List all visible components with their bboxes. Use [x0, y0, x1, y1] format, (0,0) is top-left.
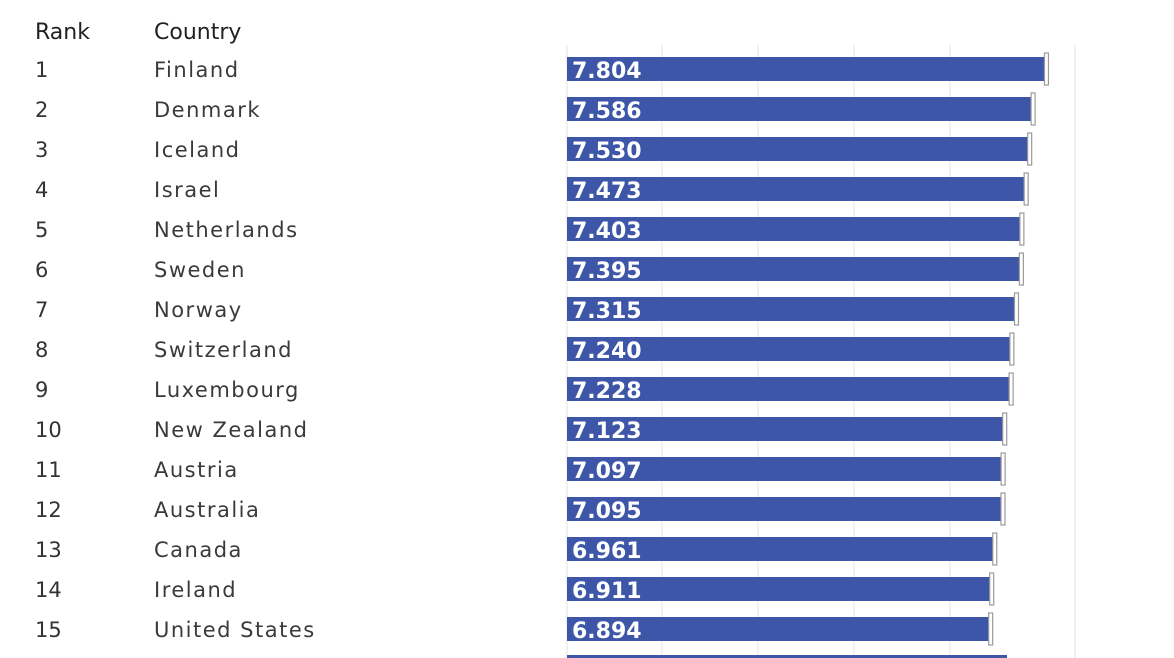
rank-label: 4 [35, 178, 48, 202]
country-label: Sweden [154, 258, 246, 282]
value-label: 7.315 [572, 299, 642, 324]
rank-label: 14 [35, 578, 62, 602]
row-13: 13 Canada 6.961 [35, 532, 998, 566]
country-label: Canada [154, 538, 243, 562]
country-label: Israel [154, 178, 220, 202]
rank-label: 10 [35, 418, 62, 442]
bar [567, 497, 1002, 521]
bar [567, 457, 1003, 481]
row-12: 12 Australia 7.095 [35, 492, 1006, 526]
rank-label: 11 [35, 458, 62, 482]
interval-mark [1013, 292, 1020, 326]
country-label: Luxembourg [154, 378, 300, 402]
value-label: 7.228 [572, 379, 642, 404]
rank-label: 5 [35, 218, 48, 242]
header-country: Country [154, 20, 241, 45]
row-4: 4 Israel 7.473 [35, 172, 1029, 206]
interval-mark [1030, 92, 1036, 126]
country-label: Norway [154, 298, 243, 322]
country-label: Switzerland [154, 338, 293, 362]
row-3: 3 Iceland 7.530 [35, 132, 1033, 166]
bar-partial [567, 655, 1007, 658]
bar [567, 577, 991, 601]
row-10: 10 New Zealand 7.123 [35, 412, 1008, 446]
bar [567, 617, 990, 641]
bar [567, 537, 994, 561]
country-label: New Zealand [154, 418, 309, 442]
value-label: 7.473 [572, 179, 642, 204]
row-2: 2 Denmark 7.586 [35, 92, 1036, 126]
rank-label: 1 [35, 58, 48, 82]
country-label: United States [154, 618, 316, 642]
interval-mark [1043, 52, 1050, 86]
country-label: Denmark [154, 98, 261, 122]
rank-label: 15 [35, 618, 62, 642]
value-label: 6.911 [572, 579, 642, 604]
bar [567, 217, 1021, 241]
country-label: Austria [154, 458, 239, 482]
interval-mark [1023, 172, 1029, 206]
header-rank: Rank [35, 20, 90, 45]
bar [567, 57, 1046, 81]
rank-label: 2 [35, 98, 48, 122]
value-label: 7.530 [572, 139, 642, 164]
value-label: 6.894 [572, 619, 642, 644]
bar [567, 417, 1004, 441]
bar [567, 297, 1016, 321]
value-label: 7.804 [572, 59, 642, 84]
rank-label: 13 [35, 538, 62, 562]
bar [567, 97, 1033, 121]
value-label: 7.123 [572, 419, 642, 444]
interval-mark [988, 612, 994, 646]
interval-mark [1000, 452, 1006, 486]
interval-mark [1009, 332, 1015, 366]
rank-label: 9 [35, 378, 48, 402]
value-label: 7.095 [572, 499, 642, 524]
interval-mark [1000, 492, 1006, 526]
row-6: 6 Sweden 7.395 [35, 252, 1024, 286]
value-label: 7.403 [572, 219, 642, 244]
row-5: 5 Netherlands 7.403 [35, 212, 1025, 246]
bar [567, 377, 1011, 401]
rank-label: 6 [35, 258, 48, 282]
bar [567, 137, 1029, 161]
value-label: 7.097 [572, 459, 642, 484]
row-8: 8 Switzerland 7.240 [35, 332, 1015, 366]
row-15: 15 United States 6.894 [35, 612, 994, 646]
row-7: 7 Norway 7.315 [35, 292, 1020, 326]
interval-mark [1018, 252, 1024, 286]
interval-mark [1019, 212, 1025, 246]
value-label: 7.586 [572, 99, 642, 124]
value-label: 7.395 [572, 259, 642, 284]
bar [567, 337, 1011, 361]
value-label: 6.961 [572, 539, 642, 564]
interval-mark [989, 572, 995, 606]
rank-label: 7 [35, 298, 48, 322]
interval-mark [1027, 132, 1033, 166]
row-9: 9 Luxembourg 7.228 [35, 372, 1014, 406]
value-label: 7.240 [572, 339, 642, 364]
interval-mark [1002, 412, 1008, 446]
country-label: Netherlands [154, 218, 299, 242]
interval-mark [992, 532, 998, 566]
chart-rows: 1 Finland 7.804 2 Denmark 7.586 3 Iceland 7.530 4… [35, 52, 1050, 658]
rank-label: 12 [35, 498, 62, 522]
rank-label: 3 [35, 138, 48, 162]
bar [567, 177, 1026, 201]
row-11: 11 Austria 7.097 [35, 452, 1006, 486]
rank-label: 8 [35, 338, 48, 362]
row-1: 1 Finland 7.804 [35, 52, 1050, 86]
country-label: Ireland [154, 578, 237, 602]
bar [567, 257, 1021, 281]
row-14: 14 Ireland 6.911 [35, 572, 995, 606]
country-label: Iceland [154, 138, 241, 162]
country-label: Australia [154, 498, 260, 522]
country-label: Finland [154, 58, 240, 82]
interval-mark [1008, 372, 1014, 406]
